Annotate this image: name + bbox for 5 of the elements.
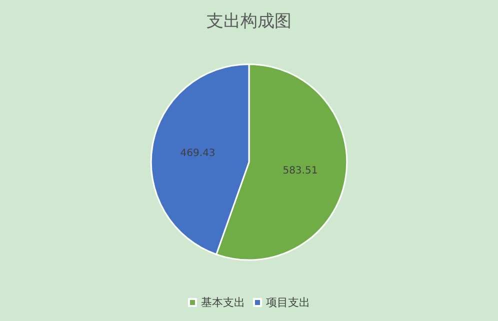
data-label: 583.51 bbox=[282, 165, 318, 176]
data-label: 469.43 bbox=[180, 148, 216, 159]
legend-label: 项目支出 bbox=[266, 296, 310, 309]
legend-label: 基本支出 bbox=[201, 296, 245, 309]
chart-title: 支出构成图 bbox=[206, 12, 292, 32]
